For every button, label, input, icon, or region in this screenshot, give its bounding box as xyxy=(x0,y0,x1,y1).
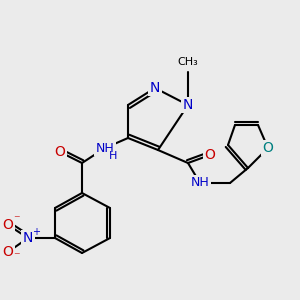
Text: ⁻: ⁻ xyxy=(13,250,19,263)
Text: O: O xyxy=(262,141,273,155)
Text: H: H xyxy=(109,151,117,161)
Text: CH₃: CH₃ xyxy=(178,57,198,67)
Text: NH: NH xyxy=(190,176,209,190)
Text: O: O xyxy=(55,145,65,159)
Text: ⁻: ⁻ xyxy=(13,214,19,226)
Text: NH: NH xyxy=(96,142,114,154)
Text: +: + xyxy=(32,227,40,237)
Text: O: O xyxy=(205,148,215,162)
Text: O: O xyxy=(3,218,13,232)
Text: N: N xyxy=(183,98,193,112)
Text: N: N xyxy=(150,81,160,95)
Text: N: N xyxy=(23,231,33,245)
Text: O: O xyxy=(3,245,13,259)
